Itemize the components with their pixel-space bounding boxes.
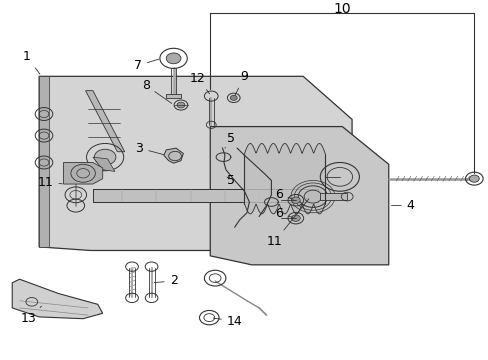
Text: 7: 7 xyxy=(134,59,159,72)
Text: 9: 9 xyxy=(235,70,248,95)
Text: 12: 12 xyxy=(190,72,209,94)
Text: 1: 1 xyxy=(23,50,40,74)
Polygon shape xyxy=(93,189,317,202)
Polygon shape xyxy=(166,94,181,98)
Text: 2: 2 xyxy=(154,274,177,288)
Text: 5: 5 xyxy=(224,131,234,148)
Text: 6: 6 xyxy=(274,207,293,220)
Circle shape xyxy=(94,149,116,165)
Text: 4: 4 xyxy=(391,199,414,212)
Circle shape xyxy=(468,175,478,182)
Circle shape xyxy=(230,95,237,100)
Circle shape xyxy=(304,190,321,203)
Text: 11: 11 xyxy=(266,199,308,248)
Polygon shape xyxy=(93,157,115,171)
Circle shape xyxy=(166,53,181,64)
Text: 10: 10 xyxy=(333,2,350,16)
Circle shape xyxy=(291,197,300,203)
Polygon shape xyxy=(39,76,49,247)
Polygon shape xyxy=(163,148,183,163)
Text: 8: 8 xyxy=(142,79,171,103)
Text: 3: 3 xyxy=(135,141,163,155)
Polygon shape xyxy=(63,162,102,184)
Polygon shape xyxy=(39,76,351,251)
Circle shape xyxy=(291,215,300,221)
Text: 13: 13 xyxy=(20,306,41,325)
Polygon shape xyxy=(210,127,388,265)
Text: 14: 14 xyxy=(213,315,242,328)
FancyBboxPatch shape xyxy=(320,193,346,200)
Polygon shape xyxy=(12,279,102,319)
Circle shape xyxy=(177,102,184,108)
Text: 11: 11 xyxy=(38,176,62,189)
Text: 6: 6 xyxy=(274,188,293,201)
Text: 5: 5 xyxy=(226,174,234,187)
Polygon shape xyxy=(85,91,124,152)
